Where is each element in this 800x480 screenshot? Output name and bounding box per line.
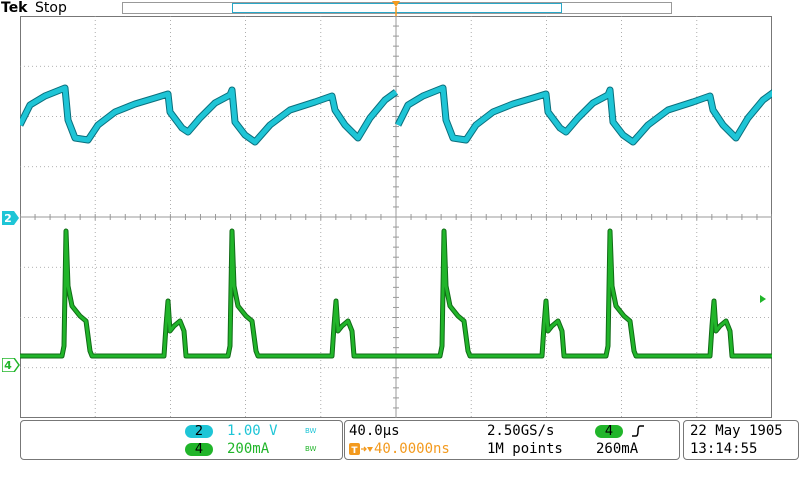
horizontal-trigger-panel[interactable]: 40.0µs 2.50GS/s 4 T 40.0000ns 1M points … <box>344 420 680 460</box>
trigger-delay: 40.0000ns <box>374 441 450 457</box>
brand-logo: Tek <box>1 0 28 16</box>
trigger-level: 260mA <box>596 441 639 457</box>
top-bar: Tek Stop <box>0 0 800 16</box>
acquisition-state: Stop <box>35 0 67 16</box>
vertical-settings-panel[interactable]: 2 1.00 V BW 4 200mA BW <box>20 420 343 460</box>
date-display: 22 May 1905 <box>690 423 783 439</box>
ch2-scale: 1.00 V <box>227 423 278 439</box>
ch4-bandwidth-limit-icon: BW <box>305 445 317 453</box>
time-display: 13:14:55 <box>690 441 758 457</box>
svg-text:T: T <box>351 446 358 456</box>
ch2-ground-marker[interactable]: 2 <box>2 211 20 225</box>
ch4-scale: 200mA <box>227 441 270 457</box>
ch2-bandwidth-limit-icon: BW <box>305 427 317 435</box>
trigger-level-marker[interactable] <box>760 295 766 303</box>
timebase-scale: 40.0µs <box>349 423 400 439</box>
ch4-waveform <box>20 228 772 359</box>
sample-rate: 2.50GS/s <box>487 423 555 439</box>
ch2-ground-label: 2 <box>4 212 12 225</box>
graticule-grid <box>20 16 772 418</box>
datetime-panel: 22 May 1905 13:14:55 <box>683 420 799 460</box>
trigger-source-badge[interactable]: 4 <box>595 425 623 438</box>
ch4-ground-marker[interactable]: 4 <box>2 358 20 372</box>
record-length: 1M points <box>487 441 563 457</box>
waveform-display[interactable] <box>20 16 772 418</box>
rising-edge-icon <box>632 425 644 437</box>
ch2-badge[interactable]: 2 <box>185 425 213 438</box>
ch4-badge[interactable]: 4 <box>185 443 213 456</box>
trigger-position-icon: T <box>349 443 373 456</box>
ch2-waveform <box>20 84 772 146</box>
ch4-ground-label: 4 <box>4 359 12 372</box>
